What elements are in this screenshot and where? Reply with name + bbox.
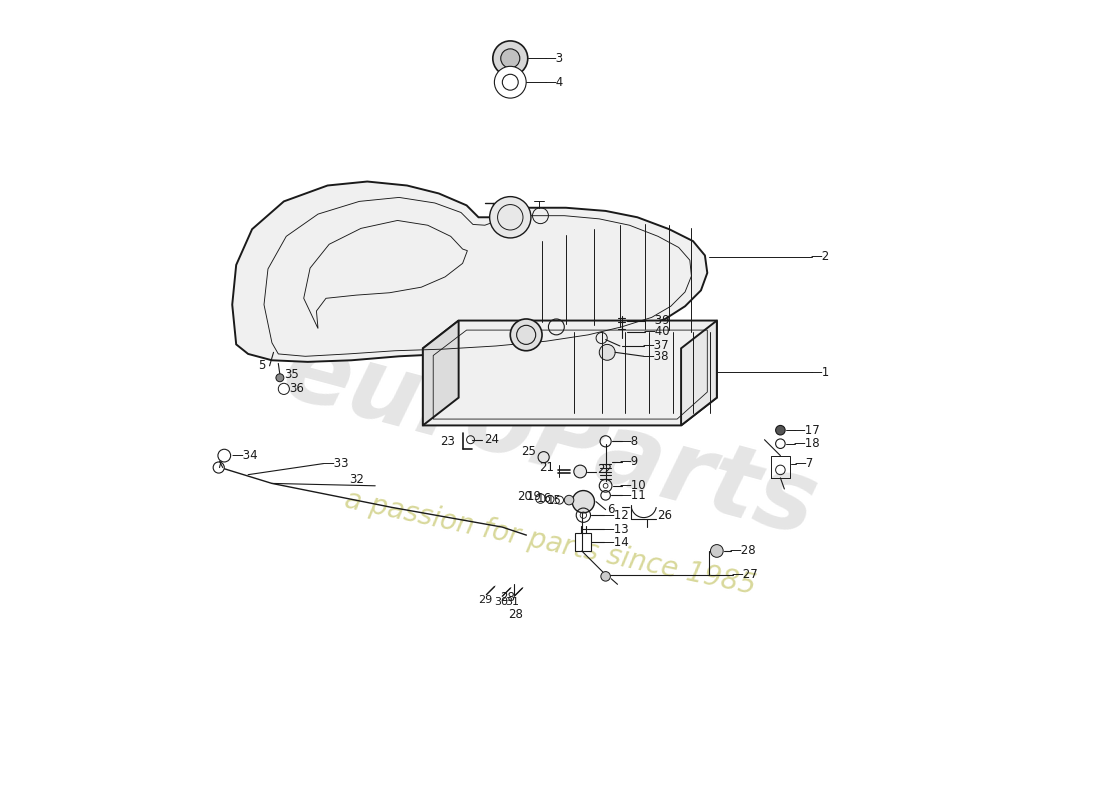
Text: —14: —14	[603, 536, 629, 549]
Text: —38: —38	[642, 350, 669, 363]
Text: 30: 30	[494, 597, 508, 606]
Circle shape	[600, 344, 615, 360]
Text: —1: —1	[811, 366, 829, 378]
Text: 20: 20	[517, 490, 531, 503]
Circle shape	[711, 545, 723, 558]
Polygon shape	[422, 321, 459, 426]
Text: —2: —2	[811, 250, 829, 263]
Text: —3: —3	[544, 52, 563, 65]
Polygon shape	[232, 182, 707, 362]
Text: 28: 28	[508, 608, 522, 621]
Text: 15: 15	[547, 494, 561, 506]
Text: 28: 28	[500, 590, 515, 603]
Text: 16: 16	[537, 492, 551, 505]
Circle shape	[601, 571, 610, 581]
Circle shape	[564, 495, 574, 505]
Text: —37: —37	[642, 339, 669, 353]
Polygon shape	[681, 321, 717, 426]
Circle shape	[490, 197, 531, 238]
Text: 24: 24	[484, 434, 499, 446]
Polygon shape	[422, 321, 717, 426]
Text: 19: 19	[527, 490, 542, 503]
Circle shape	[776, 426, 785, 435]
Circle shape	[510, 319, 542, 350]
Text: —27: —27	[732, 568, 758, 582]
Text: —28: —28	[729, 545, 756, 558]
Text: 32: 32	[349, 473, 364, 486]
Text: —9: —9	[620, 455, 639, 469]
Text: 6: 6	[607, 503, 615, 516]
Circle shape	[574, 465, 586, 478]
Text: 23: 23	[440, 435, 454, 448]
Circle shape	[493, 41, 528, 76]
Text: —10: —10	[620, 479, 647, 492]
Text: —18: —18	[793, 437, 820, 450]
Text: euroParts: euroParts	[273, 322, 827, 558]
Text: —12: —12	[603, 509, 629, 522]
Text: 25: 25	[521, 445, 537, 458]
Text: 26: 26	[658, 509, 672, 522]
Text: 35: 35	[284, 368, 298, 381]
Text: —17: —17	[793, 424, 820, 437]
Text: 21: 21	[539, 461, 554, 474]
Circle shape	[218, 450, 231, 462]
Circle shape	[494, 66, 526, 98]
Text: —40: —40	[644, 325, 670, 338]
Text: —11: —11	[620, 489, 647, 502]
Circle shape	[213, 462, 224, 473]
Text: 29: 29	[477, 595, 492, 605]
Circle shape	[500, 49, 520, 68]
Text: 36: 36	[289, 382, 305, 395]
Text: —34: —34	[231, 449, 258, 462]
Text: —8: —8	[620, 435, 639, 448]
Text: 5: 5	[257, 359, 265, 372]
Text: 22: 22	[597, 463, 612, 477]
Text: —4: —4	[544, 76, 563, 89]
Text: —39: —39	[644, 314, 670, 327]
Circle shape	[572, 490, 594, 513]
Text: —13: —13	[603, 523, 629, 536]
Text: 31: 31	[506, 597, 519, 606]
Circle shape	[276, 374, 284, 382]
Text: a passion for parts since 1985: a passion for parts since 1985	[342, 486, 758, 600]
Bar	[575, 534, 592, 551]
Text: —33: —33	[322, 457, 349, 470]
Text: —7: —7	[794, 457, 814, 470]
